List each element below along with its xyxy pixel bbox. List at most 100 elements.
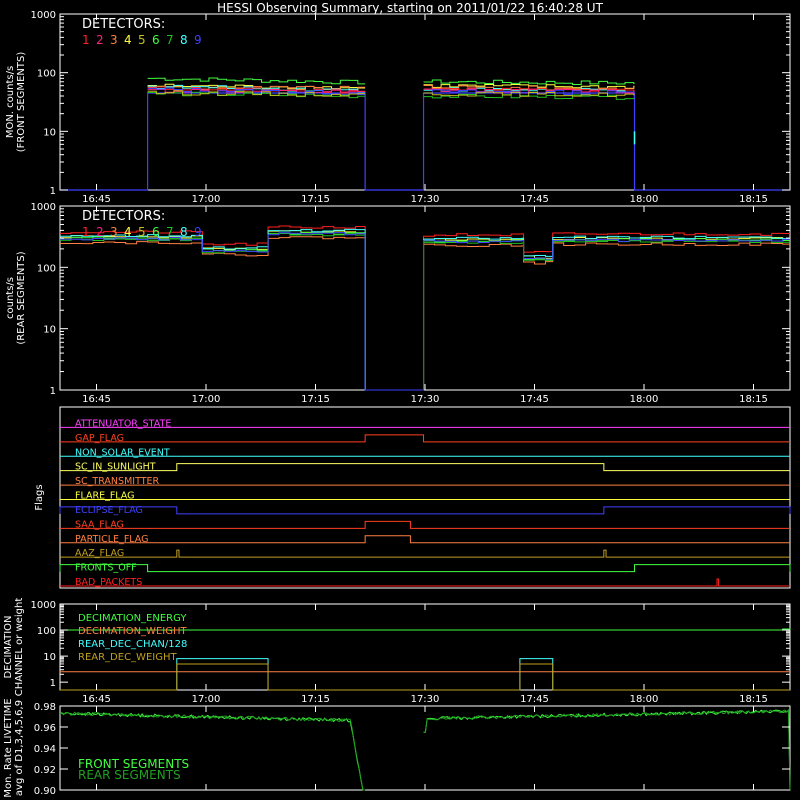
detector-number: 7 — [166, 225, 174, 239]
flag-trace-fronts-off — [59, 564, 791, 573]
y-tick-label: 1 — [50, 186, 56, 197]
x-tick-label: 16:45 — [82, 694, 111, 705]
y-tick-label: 1000 — [31, 600, 56, 611]
rear-series-det8 — [60, 228, 790, 391]
detector-number: 8 — [180, 225, 188, 239]
detector-number: 8 — [180, 33, 188, 47]
flag-label: AAZ_FLAG — [75, 548, 124, 559]
detectors-heading: DETECTORS: — [82, 209, 165, 224]
detector-number: 3 — [110, 225, 118, 239]
x-tick-label: 17:00 — [192, 694, 221, 705]
x-tick-label: 17:00 — [192, 194, 221, 205]
flag-label: BAD_PACKETS — [75, 577, 142, 588]
flag-label: ATTENUATOR_STATE — [75, 418, 171, 429]
y-tick-label: 0.98 — [34, 702, 56, 713]
y-tick-label: 10 — [43, 652, 56, 663]
figure-title: HESSI Observing Summary, starting on 201… — [217, 1, 603, 15]
y-tick-label: 0.90 — [34, 786, 56, 797]
detector-number: 5 — [138, 225, 146, 239]
front-series-det6 — [423, 79, 635, 85]
flag-label: PARTICLE_FLAG — [75, 534, 148, 545]
y-axis-label: (REAR SEGMENTS) — [16, 251, 27, 344]
x-tick-label: 17:15 — [301, 694, 330, 705]
decimation-legend-label: DECIMATION_WEIGHT — [78, 626, 187, 637]
x-tick-label: 17:45 — [520, 394, 549, 405]
y-axis-label: DECIMATION — [3, 615, 14, 678]
y-tick-label: 100 — [37, 263, 56, 274]
y-axis-label: Mon. Rate LIVETIME — [3, 698, 14, 797]
decimation-legend-label: REAR_DEC_CHAN/128 — [78, 639, 187, 650]
y-tick-label: 1000 — [31, 10, 56, 21]
flag-label: SC_IN_SUNLIGHT — [75, 462, 156, 473]
flag-label: GAP_FLAG — [75, 433, 124, 444]
detector-number: 6 — [152, 33, 160, 47]
detector-number: 6 — [152, 225, 160, 239]
flag-trace-aaz-flag — [60, 549, 790, 558]
detector-number: 9 — [194, 33, 202, 47]
y-tick-label: 100 — [37, 69, 56, 80]
flag-trace-sc-in-sunlight — [60, 463, 790, 472]
front-series-det7 — [423, 93, 635, 100]
flag-trace-saa-flag — [60, 520, 790, 529]
x-tick-label: 18:00 — [630, 194, 659, 205]
x-tick-label: 17:15 — [301, 394, 330, 405]
rear-series-det9 — [60, 232, 790, 391]
detector-number: 1 — [82, 225, 90, 239]
decimation-trace-3 — [60, 663, 790, 691]
x-tick-label: 18:15 — [739, 394, 768, 405]
front-series-det5 — [423, 91, 635, 98]
decimation-legend-label: DECIMATION_ENERGY — [78, 613, 187, 624]
x-tick-label: 17:15 — [301, 194, 330, 205]
y-tick-label: 1 — [50, 678, 56, 689]
detectors-heading: DETECTORS: — [82, 17, 165, 32]
x-tick-label: 17:00 — [192, 394, 221, 405]
front-series-det2 — [147, 88, 366, 93]
rear-series-det1 — [60, 225, 790, 391]
detector-number: 5 — [138, 33, 146, 47]
detector-number: 7 — [166, 33, 174, 47]
x-tick-label: 18:15 — [739, 694, 768, 705]
decimation-legend-label: REAR_DEC_WEIGHT — [78, 652, 177, 663]
x-tick-label: 17:30 — [411, 694, 440, 705]
y-axis-label: Flags — [34, 484, 45, 510]
front-series-det8 — [147, 84, 366, 93]
front-series-det7 — [147, 91, 366, 99]
x-tick-label: 18:00 — [630, 394, 659, 405]
livetime-legend-label: REAR SEGMENTS — [78, 768, 181, 782]
y-tick-label: 100 — [37, 626, 56, 637]
flag-label: FRONTS_OFF — [75, 563, 137, 574]
y-tick-label: 0.96 — [34, 723, 56, 734]
y-axis-label: (FRONT SEGMENTS) — [16, 52, 27, 153]
x-tick-label: 17:30 — [411, 194, 440, 205]
y-tick-label: 0.92 — [34, 765, 56, 776]
detector-number: 4 — [124, 33, 132, 47]
plots-group: 1 10 100 1000 16:45 17:00 17:15 17:30 17:45 18:00… — [3, 10, 791, 798]
x-tick-label: 18:00 — [630, 694, 659, 705]
x-tick-label: 18:15 — [739, 194, 768, 205]
front-series-det5 — [147, 90, 366, 97]
flag-label: SC_TRANSMITTER — [75, 476, 160, 487]
x-tick-label: 17:45 — [520, 194, 549, 205]
front-series-det1 — [147, 86, 366, 94]
flag-trace-eclipse-flag — [59, 506, 791, 515]
y-axis-label: MON. counts/s — [5, 66, 16, 138]
detector-number: 2 — [96, 33, 104, 47]
livetime-legend-label: FRONT SEGMENTS — [78, 757, 189, 771]
flag-trace-gap-flag — [60, 434, 790, 443]
x-tick-label: 17:45 — [520, 694, 549, 705]
x-tick-label: 16:45 — [82, 394, 111, 405]
x-tick-label: 16:45 — [82, 194, 111, 205]
y-axis-label: avg of D1,3,4,5,6,9 — [14, 700, 25, 796]
decimation-trace-0 — [60, 628, 791, 631]
y-tick-label: 1 — [50, 386, 56, 397]
flag-label: ECLIPSE_FLAG — [75, 505, 143, 516]
livetime-trace-1 — [59, 709, 791, 791]
flags-panel-frame — [59, 406, 791, 589]
detector-number: 1 — [82, 33, 90, 47]
x-tick-label: 17:30 — [411, 394, 440, 405]
front-series-det9 — [147, 87, 366, 96]
rear-series-det3 — [60, 236, 790, 391]
detector-number: 2 — [96, 225, 104, 239]
